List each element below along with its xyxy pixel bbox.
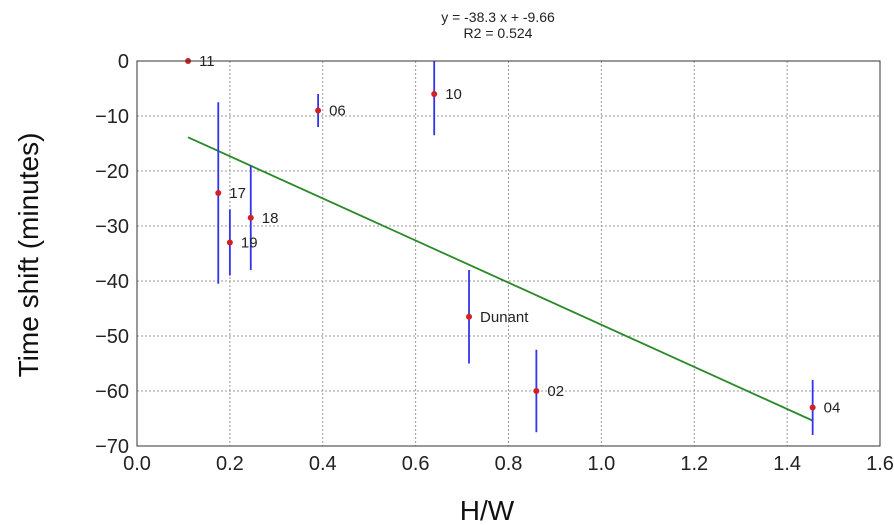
- x-tick-label: 1.0: [587, 453, 615, 475]
- points-layer: [185, 58, 816, 411]
- data-point: [247, 214, 254, 221]
- x-tick-label: 0.8: [495, 453, 523, 475]
- y-axis-label: Time shift (minutes): [13, 133, 44, 378]
- point-label: 02: [547, 383, 564, 400]
- y-tick-label: −50: [95, 326, 129, 348]
- data-point: [226, 239, 233, 246]
- y-tick-label: −10: [95, 106, 129, 128]
- plot-frame: [136, 60, 881, 447]
- point-label: 17: [229, 185, 246, 202]
- fit-layer: [187, 136, 814, 422]
- grid-layer: [137, 61, 880, 446]
- y-tick-label: −30: [95, 216, 129, 238]
- y-tick-labels: 0 −10 −20 −30 −40 −50 −60 −70: [95, 51, 129, 458]
- point-label: Dunant: [480, 309, 529, 326]
- point-label: 18: [262, 210, 279, 227]
- data-point: [431, 91, 438, 97]
- x-tick-label: 0.6: [402, 453, 430, 475]
- x-tick-label: 1.4: [773, 453, 801, 475]
- data-point: [809, 404, 816, 411]
- fit-line: [187, 136, 814, 422]
- x-tick-label: 0.0: [123, 453, 151, 475]
- x-axis-label: H/W: [460, 495, 515, 525]
- data-point: [215, 190, 222, 196]
- point-label: 10: [445, 86, 462, 103]
- x-tick-label: 0.4: [309, 453, 337, 475]
- x-tick-label: 1.6: [866, 453, 894, 475]
- y-tick-label: −60: [95, 381, 129, 403]
- y-tick-label: −70: [95, 436, 129, 458]
- x-tick-labels: 0.0 0.2 0.4 0.6 0.8 1.0 1.2 1.4 1.6: [123, 453, 894, 475]
- x-tick-label: 1.2: [680, 453, 708, 475]
- data-point: [466, 313, 473, 320]
- data-point: [315, 107, 322, 114]
- point-label: 06: [329, 103, 346, 120]
- chart-title-line-2: R2 = 0.524: [464, 25, 533, 41]
- y-tick-label: −20: [95, 161, 129, 183]
- point-label: 19: [241, 235, 258, 252]
- chart-title-line-1: y = -38.3 x + -9.66: [441, 9, 555, 25]
- errorbar-layer: [217, 61, 814, 435]
- y-tick-label: 0: [118, 51, 129, 73]
- x-tick-label: 0.2: [216, 453, 244, 475]
- data-point: [533, 388, 540, 394]
- point-label: 04: [824, 400, 841, 417]
- y-tick-label: −40: [95, 271, 129, 293]
